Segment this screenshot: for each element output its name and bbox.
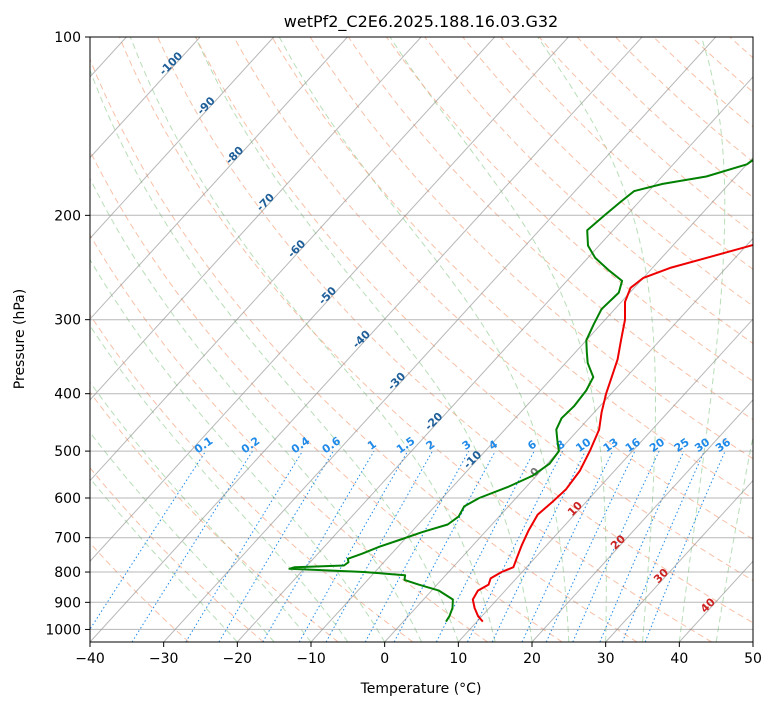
moist-adiabat-line (278, 37, 570, 642)
y-tick-label: 100 (54, 30, 81, 46)
dewpoint-profile-line (288, 158, 753, 623)
x-tick-label: 50 (744, 651, 762, 667)
x-tick-label: 0 (380, 651, 389, 667)
dry-adiabat-line (90, 314, 414, 642)
dry-adiabat-line (347, 37, 753, 421)
sounding-profiles (288, 158, 753, 623)
moist-adiabat-line (537, 37, 656, 642)
x-tick-label: −20 (223, 651, 253, 667)
isotherm-line (90, 37, 643, 642)
isotherm-line (163, 37, 717, 642)
dry-adiabat-line (157, 37, 753, 624)
y-tick-label: 900 (54, 595, 81, 611)
x-tick-label: 20 (523, 651, 541, 667)
skewed-isotherms (90, 37, 753, 642)
mixing-ratio-line (599, 450, 685, 642)
dry-adiabat-line (118, 37, 712, 642)
dry-adiabat-line (386, 37, 753, 382)
mixing-ratio-line (467, 450, 564, 642)
dry-adiabat-line (576, 37, 753, 198)
y-axis-ticks: 100 200 300 400 500 600 700 800 900 1000 (45, 30, 90, 638)
x-tick-label: −40 (75, 651, 105, 667)
dry-adiabat-line (424, 37, 753, 344)
dry-adiabat-line (233, 37, 753, 540)
mixing-ratio-line (572, 450, 660, 642)
mixing-ratio-line (621, 450, 705, 642)
x-tick-label: 30 (597, 651, 615, 667)
dry-adiabat-line (90, 391, 339, 642)
y-tick-label: 1000 (45, 622, 81, 638)
dry-adiabat-line (500, 37, 753, 270)
mixing-ratio-line (393, 450, 496, 642)
x-tick-label: 10 (449, 651, 467, 667)
y-tick-label: 600 (54, 491, 81, 507)
moist-adiabat-line (90, 68, 459, 642)
y-tick-label: 200 (54, 208, 81, 224)
x-tick-label: 40 (670, 651, 688, 667)
mixing-ratio-line (131, 450, 254, 642)
y-tick-label: 300 (54, 313, 81, 329)
x-tick-label: −10 (296, 651, 326, 667)
plot-area: -100-90-80-70-60-50-40-30-20-10010203040… (90, 37, 753, 642)
mixing-ratio-line (364, 450, 470, 642)
y-tick-label: 500 (54, 444, 81, 460)
moist-adiabat-line (194, 37, 533, 642)
temperature-profile-line (471, 243, 753, 623)
mixing-ratio-line (325, 450, 433, 642)
dry-adiabat-line (195, 37, 753, 582)
dry-adiabat-line (90, 149, 563, 642)
dry-adiabat-line (271, 37, 753, 500)
isotherm-line (605, 479, 753, 642)
y-tick-label: 700 (54, 531, 81, 547)
isotherm-line (90, 37, 496, 482)
isotherm-line (384, 237, 753, 642)
isotherm-line (236, 76, 753, 642)
moist-adiabat-line (678, 37, 726, 642)
mixing-ratio-line (185, 450, 304, 642)
x-axis-title: Temperature (°C) (360, 681, 482, 697)
dry-adiabat-line (538, 37, 753, 234)
mixing-ratio-lines (90, 450, 726, 642)
moist-adiabat-line (389, 37, 607, 642)
moist-adiabat-line (715, 434, 753, 642)
isotherm-line (531, 399, 753, 642)
moist-adiabat-line (90, 177, 422, 642)
isotherm-line (90, 37, 569, 562)
x-tick-label: −30 (149, 651, 179, 667)
y-tick-label: 400 (54, 387, 81, 403)
isotherm-line (457, 318, 753, 642)
isotherm-line (90, 37, 201, 159)
plot-frame (89, 36, 754, 643)
isotherm-line (90, 37, 275, 240)
y-tick-label: 800 (54, 565, 81, 581)
moist-adiabat-line (90, 324, 349, 642)
chart-title: wetPf2_C2E6.2025.188.16.03.G32 (284, 12, 558, 32)
isotherm-line (90, 37, 348, 320)
x-axis-ticks: −40 −30 −20 −10 0 10 20 30 40 50 (75, 642, 762, 667)
mixing-ratio-line (90, 450, 207, 631)
y-axis-title: Pressure (hPa) (12, 289, 28, 389)
isotherm-line (90, 37, 422, 401)
moist-adiabat-line (129, 37, 496, 642)
